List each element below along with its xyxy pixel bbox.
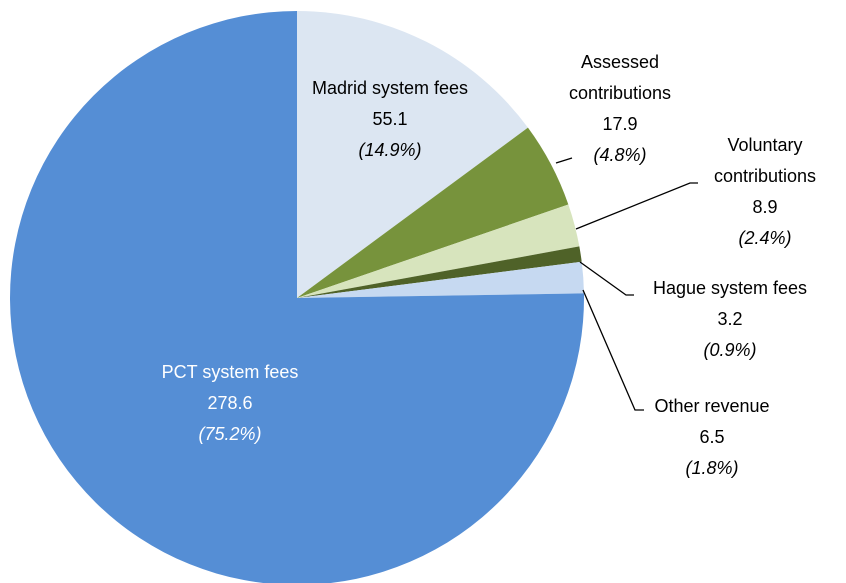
leader-line	[579, 261, 634, 296]
leader-line	[575, 182, 698, 230]
slice-name: PCT system fees	[161, 362, 299, 382]
slice-percentage: (75.2%)	[198, 424, 262, 444]
slice-value: 8.9	[752, 197, 778, 217]
slice-name: Assessed contributions	[568, 52, 672, 103]
slice-value: 55.1	[372, 109, 408, 129]
leader-line	[555, 157, 573, 164]
slice-name: Other revenue	[654, 396, 770, 416]
pie-slice	[10, 11, 584, 583]
pie-slice	[297, 261, 584, 298]
slice-percentage: (14.9%)	[358, 140, 422, 160]
slice-percentage: (0.9%)	[703, 340, 757, 360]
pie-slice	[297, 11, 528, 298]
leader-line	[582, 289, 644, 411]
slice-label: Other revenue 6.5 (1.8%)	[612, 391, 812, 484]
slice-percentage: (1.8%)	[685, 458, 739, 478]
slice-value: 278.6	[207, 393, 253, 413]
slice-label: Voluntary contributions 8.9 (2.4%)	[685, 130, 845, 254]
slice-label: Madrid system fees 55.1 (14.9%)	[305, 73, 475, 166]
slice-value: 3.2	[717, 309, 743, 329]
pie-slice	[297, 246, 582, 298]
slice-name: Madrid system fees	[311, 78, 469, 98]
slice-value: 17.9	[602, 114, 638, 134]
slice-percentage: (4.8%)	[593, 145, 647, 165]
slice-label: Assessed contributions 17.9 (4.8%)	[540, 47, 700, 171]
pie-slice	[297, 127, 569, 298]
slice-name: Hague system fees	[652, 278, 808, 298]
pie-slice	[297, 204, 580, 298]
slice-percentage: (2.4%)	[738, 228, 792, 248]
slice-value: 6.5	[699, 427, 725, 447]
slice-name: Voluntary contributions	[713, 135, 817, 186]
slice-label: Hague system fees 3.2 (0.9%)	[610, 273, 846, 366]
slice-label: PCT system fees 278.6 (75.2%)	[120, 357, 340, 450]
